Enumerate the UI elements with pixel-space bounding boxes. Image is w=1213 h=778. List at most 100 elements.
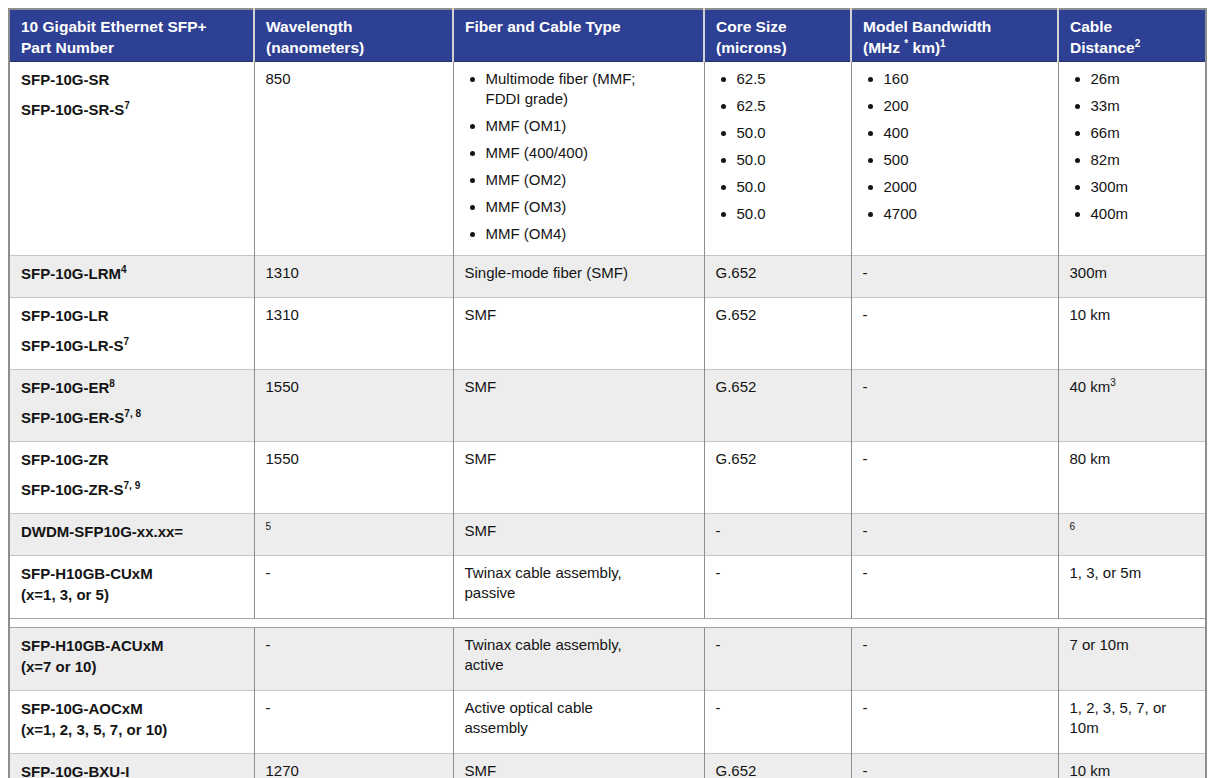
table-row: SFP-10G-ZRSFP-10G-ZR-S7, 91550SMFG.652-8… xyxy=(9,442,1206,514)
cell-8-part-number: SFP-10G-AOCxM(x=1, 2, 3, 5, 7, or 10) xyxy=(9,691,254,754)
bullet-item: 2000 xyxy=(884,177,1050,197)
cell-1-core-size: G.652 xyxy=(704,256,851,298)
column-header-wavelength: Wavelength(nanometers) xyxy=(254,9,453,62)
table-row: SFP-10G-ER8SFP-10G-ER-S7, 81550SMFG.652-… xyxy=(9,370,1206,442)
cell-5-part-number: DWDM-SFP10G-xx.xx= xyxy=(9,514,254,556)
part-number: SFP-10G-SR xyxy=(21,69,246,90)
footnote-superscript: 5 xyxy=(266,521,272,532)
footnote-superscript: 7, 8 xyxy=(124,408,141,419)
bullet-item: 400m xyxy=(1091,204,1198,224)
cell-2-fiber-cable-type: SMF xyxy=(453,298,704,370)
cell-6-model-bandwidth: - xyxy=(851,556,1058,619)
footnote-superscript: 2 xyxy=(1135,38,1141,49)
cell-1-wavelength: 1310 xyxy=(254,256,453,298)
table-row: SFP-10G-SR SFP-10G-SR-S7 850 Multimode fibe… xyxy=(9,62,1206,256)
table-row: SFP-10G-LRM41310Single-mode fiber (SMF)G… xyxy=(9,256,1206,298)
bullet-item: 200 xyxy=(884,96,1050,116)
footnote-superscript: 3 xyxy=(1110,377,1116,388)
cell-7-core-size: - xyxy=(704,628,851,691)
bullet-list: 16020040050020004700 xyxy=(863,69,1050,224)
bullet-item: 50.0 xyxy=(737,204,843,224)
bullet-item: MMF (OM2) xyxy=(486,170,696,190)
cell-4-part-number: SFP-10G-ZR SFP-10G-ZR-S7, 9 xyxy=(9,442,254,514)
cell-8-fiber-cable-type: Active optical cableassembly xyxy=(453,691,704,754)
bullet-item: MMF (OM4) xyxy=(486,224,696,244)
cell-3-part-number: SFP-10G-ER8 SFP-10G-ER-S7, 8 xyxy=(9,370,254,442)
cell-3-model-bandwidth: - xyxy=(851,370,1058,442)
cell-1-model-bandwidth: - xyxy=(851,256,1058,298)
footnote-superscript: * xyxy=(904,38,908,49)
cell-6-cable-distance: 1, 3, or 5m xyxy=(1058,556,1206,619)
cell-5-cable-distance: 6 xyxy=(1058,514,1206,556)
cell-3-cable-distance: 40 km3 xyxy=(1058,370,1206,442)
bullet-item: MMF (OM3) xyxy=(486,197,696,217)
cell-0-part-number: SFP-10G-SR SFP-10G-SR-S7 xyxy=(9,62,254,256)
bullet-list: 26m33m66m82m300m400m xyxy=(1070,69,1198,224)
section-break-gap xyxy=(9,619,1206,628)
cell-2-model-bandwidth: - xyxy=(851,298,1058,370)
part-number: SFP-10G-ZR xyxy=(21,449,246,470)
cell-0-cable-distance: 26m33m66m82m300m400m xyxy=(1058,62,1206,256)
cell-7-part-number: SFP-H10GB-ACUxM(x=7 or 10) xyxy=(9,628,254,691)
cell-8-core-size: - xyxy=(704,691,851,754)
table-row: SFP-10G-AOCxM(x=1, 2, 3, 5, 7, or 10)-Ac… xyxy=(9,691,1206,754)
part-number: DWDM-SFP10G-xx.xx= xyxy=(21,521,246,542)
bullet-item: 160 xyxy=(884,69,1050,89)
part-number: SFP-10G-LR xyxy=(21,305,246,326)
cell-1-cable-distance: 300m xyxy=(1058,256,1206,298)
cell-4-fiber-cable-type: SMF xyxy=(453,442,704,514)
cell-5-fiber-cable-type: SMF xyxy=(453,514,704,556)
bullet-item: MMF (400/400) xyxy=(486,143,696,163)
bullet-item: MMF (OM1) xyxy=(486,116,696,136)
table-row: DWDM-SFP10G-xx.xx=5SMF--6 xyxy=(9,514,1206,556)
cell-8-cable-distance: 1, 2, 3, 5, 7, or10m xyxy=(1058,691,1206,754)
bullet-item: Multimode fiber (MMF;FDDI grade) xyxy=(486,69,696,109)
bullet-item: 50.0 xyxy=(737,177,843,197)
footnote-superscript: 6 xyxy=(1070,521,1076,532)
part-number: SFP-H10GB-ACUxM(x=7 or 10) xyxy=(21,635,246,677)
part-number: SFP-10G-AOCxM(x=1, 2, 3, 5, 7, or 10) xyxy=(21,698,246,740)
cell-6-fiber-cable-type: Twinax cable assembly,passive xyxy=(453,556,704,619)
cell-4-cable-distance: 80 km xyxy=(1058,442,1206,514)
table-row: SFP-H10GB-CUxM(x=1, 3, or 5)-Twinax cabl… xyxy=(9,556,1206,619)
cell-9-fiber-cable-type: SMF xyxy=(453,754,704,778)
part-number: SFP-10G-ER-S7, 8 xyxy=(21,407,246,428)
cell-4-core-size: G.652 xyxy=(704,442,851,514)
part-number: SFP-10G-ER8 xyxy=(21,377,246,398)
part-number: SFP-10G-BXU-I xyxy=(21,761,246,778)
cell-9-wavelength: 1270 xyxy=(254,754,453,778)
cell-2-cable-distance: 10 km xyxy=(1058,298,1206,370)
cell-5-core-size: - xyxy=(704,514,851,556)
footnote-superscript: 7, 9 xyxy=(124,480,141,491)
part-number: SFP-10G-LR-S7 xyxy=(21,335,246,356)
cell-2-core-size: G.652 xyxy=(704,298,851,370)
bullet-item: 4700 xyxy=(884,204,1050,224)
bullet-item: 50.0 xyxy=(737,123,843,143)
table-body: SFP-10G-SR SFP-10G-SR-S7 850 Multimode fibe… xyxy=(9,62,1206,778)
column-header-core-size: Core Size(microns) xyxy=(704,9,851,62)
cell-3-wavelength: 1550 xyxy=(254,370,453,442)
cell-8-wavelength: - xyxy=(254,691,453,754)
cell-9-model-bandwidth: - xyxy=(851,754,1058,778)
cell-1-fiber-cable-type: Single-mode fiber (SMF) xyxy=(453,256,704,298)
part-number: SFP-10G-SR-S7 xyxy=(21,99,246,120)
table-header: 10 Gigabit Ethernet SFP+Part NumberWavel… xyxy=(9,9,1206,62)
header-row: 10 Gigabit Ethernet SFP+Part NumberWavel… xyxy=(9,9,1206,62)
bullet-item: 300m xyxy=(1091,177,1198,197)
cell-7-model-bandwidth: - xyxy=(851,628,1058,691)
cell-7-fiber-cable-type: Twinax cable assembly,active xyxy=(453,628,704,691)
cell-7-cable-distance: 7 or 10m xyxy=(1058,628,1206,691)
cell-0-core-size: 62.562.550.050.050.050.0 xyxy=(704,62,851,256)
bullet-item: 500 xyxy=(884,150,1050,170)
part-number: SFP-10G-ZR-S7, 9 xyxy=(21,479,246,500)
bullet-item: 33m xyxy=(1091,96,1198,116)
column-header-model-bandwidth: Model Bandwidth(MHz * km)1 xyxy=(851,9,1058,62)
table-row: SFP-H10GB-ACUxM(x=7 or 10)-Twinax cable … xyxy=(9,628,1206,691)
document-page: 10 Gigabit Ethernet SFP+Part NumberWavel… xyxy=(0,0,1213,778)
cell-0-wavelength: 850 xyxy=(254,62,453,256)
column-header-fiber-cable-type: Fiber and Cable Type xyxy=(453,9,704,62)
table-section-break xyxy=(9,619,1206,628)
cell-3-core-size: G.652 xyxy=(704,370,851,442)
column-header-cable-distance: CableDistance2 xyxy=(1058,9,1206,62)
table-row: SFP-10G-BXU-I1270SMFG.652-10 km xyxy=(9,754,1206,778)
